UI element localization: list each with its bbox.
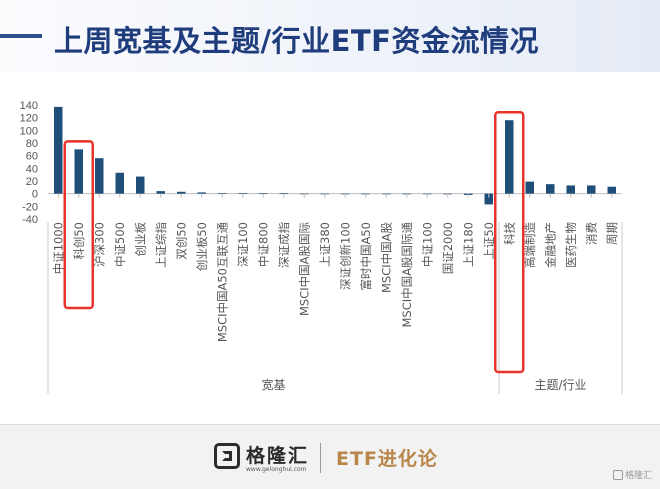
- x-category-label: 上证综指: [154, 222, 168, 268]
- bar: [607, 186, 616, 194]
- bar: [95, 158, 104, 194]
- watermark-text: 格隆汇: [624, 471, 652, 481]
- group-label: 主题/行业: [534, 378, 586, 392]
- x-category-label: 中证1000: [51, 222, 65, 274]
- x-category-label: 中证500: [113, 222, 127, 267]
- group-label: 宽基: [261, 377, 285, 392]
- y-tick-label: 60: [26, 151, 38, 163]
- bar: [177, 191, 186, 194]
- title-banner: 上周宽基及主题/行业ETF资金流情况: [0, 0, 660, 72]
- page-title: 上周宽基及主题/行业ETF资金流情况: [54, 24, 539, 58]
- x-category-label: 消费: [584, 222, 598, 245]
- highlight-box: [494, 110, 525, 374]
- bar: [259, 193, 268, 194]
- y-tick-label: 80: [26, 138, 38, 150]
- footer-brand: ETF进化论: [336, 448, 438, 470]
- x-category-label: MSCI中国A股国际通: [400, 222, 414, 328]
- x-category-label: 上证380: [318, 222, 332, 267]
- bar: [279, 193, 288, 194]
- x-category-label: MSCI中国A股: [379, 222, 393, 294]
- x-category-label: 科技: [502, 222, 516, 245]
- x-category-label: 高端制造: [523, 222, 537, 268]
- footer-divider: [320, 443, 321, 473]
- x-category-label: 金融地产: [543, 222, 557, 268]
- x-category-label: 富时中国A50: [359, 222, 373, 291]
- x-category-label: 创业板50: [195, 222, 209, 271]
- bar: [505, 120, 514, 194]
- watermark-icon: [612, 470, 623, 480]
- logo-name: 格隆汇: [246, 445, 310, 467]
- y-tick-label: 140: [20, 100, 38, 112]
- bar: [197, 192, 206, 194]
- y-tick-label: -20: [22, 201, 38, 213]
- x-category-label: 创业板: [133, 222, 147, 257]
- y-tick-label: 0: [32, 189, 38, 201]
- x-category-label: 深证100: [236, 222, 250, 267]
- x-category-label: 双创50: [174, 222, 188, 260]
- x-category-label: 深证成指: [277, 222, 291, 268]
- x-category-label: 科创50: [72, 222, 86, 260]
- bar: [566, 185, 575, 194]
- x-category-label: 深证创新100: [338, 222, 352, 290]
- x-category-label: 周期: [605, 222, 619, 245]
- y-tick-label: 120: [20, 113, 38, 125]
- x-category-label: MSCI中国A50互联互通: [215, 222, 229, 343]
- x-category-label: 沪深300: [92, 222, 106, 267]
- bar: [136, 176, 145, 194]
- y-tick-label: 40: [26, 163, 38, 175]
- x-category-label: 中证800: [256, 222, 270, 267]
- bar: [156, 191, 165, 194]
- x-category-label: 上证180: [461, 222, 475, 267]
- bar: [238, 193, 247, 194]
- y-tick-label: 20: [26, 176, 38, 188]
- bar: [587, 185, 596, 194]
- bar: [115, 172, 124, 194]
- bar: [218, 193, 227, 194]
- y-tick-label: -40: [22, 214, 38, 226]
- bar: [74, 149, 83, 194]
- gelonghui-logo-icon: [214, 443, 240, 469]
- x-category-label: 国证2000: [441, 222, 455, 274]
- x-category-label: 中证100: [420, 222, 434, 267]
- bar: [525, 181, 534, 194]
- x-category-label: 医药生物: [564, 222, 578, 268]
- title-accent-bar: [0, 34, 42, 38]
- highlight-box: [63, 140, 94, 310]
- watermark: 格隆汇: [612, 468, 652, 481]
- x-category-label: MSCI中国A股国际: [297, 222, 311, 316]
- footer: 格隆汇 www.gelonghui.com ETF进化论 格隆汇: [0, 424, 660, 489]
- bar: [54, 106, 63, 194]
- bar: [546, 184, 555, 194]
- y-tick-label: 100: [20, 125, 38, 137]
- x-category-label: 上证50: [482, 222, 496, 260]
- logo-url: www.gelonghui.com: [246, 466, 307, 473]
- bar: [484, 193, 493, 205]
